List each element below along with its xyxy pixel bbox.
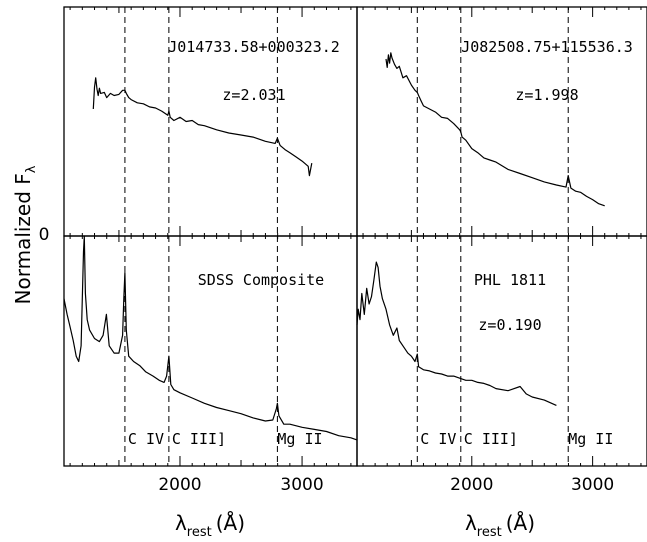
y-axis-label-sub: λ — [24, 165, 39, 173]
panel-4: 2000 3000 C IV C III] Mg II PHL 1811 z=0.190 — [356, 235, 647, 495]
x-axis-label-right-sub: rest — [477, 525, 502, 540]
emission-line-label: C III] — [464, 430, 518, 448]
emission-line-label: C IV — [420, 430, 456, 448]
y-axis-label-main: Normalized F — [11, 173, 35, 304]
y-axis-label: Normalized Fλ — [11, 165, 39, 304]
x-axis-label-right: λrest (Å) — [465, 511, 535, 540]
object-name: J082508.75+115536.3 — [461, 38, 633, 56]
x-tick-label: 2000 — [158, 475, 201, 495]
object-name: SDSS Composite — [198, 271, 324, 289]
panel-frame — [356, 235, 647, 467]
spectrum-panels: J014733.58+000323.2 z=2.031 J082508.75+115… — [63, 6, 647, 495]
x-tick-label: 3000 — [571, 475, 614, 495]
object-name: J014733.58+000323.2 — [168, 38, 340, 56]
spectrum-line — [63, 235, 358, 441]
x-axis-label-right-main: λ — [465, 511, 477, 535]
spectrum-line — [92, 77, 313, 177]
emission-line-label: Mg II — [277, 430, 322, 448]
x-tick-label: 2000 — [450, 475, 493, 495]
spectrum-line — [356, 261, 557, 406]
object-name: PHL 1811 — [474, 271, 546, 289]
panel-1: J014733.58+000323.2 z=2.031 — [63, 6, 358, 237]
redshift-label: z=0.190 — [478, 316, 541, 334]
panel-2: J082508.75+115536.3 z=1.998 — [356, 6, 647, 237]
emission-line-label: C IV — [128, 430, 164, 448]
zero-flux-label: 0 — [39, 225, 50, 245]
x-tick-label: 3000 — [280, 475, 323, 495]
redshift-label: z=1.998 — [515, 86, 578, 104]
spectrum-line — [385, 52, 605, 207]
redshift-label: z=2.031 — [222, 86, 285, 104]
x-axis-label-left-sub: rest — [187, 525, 212, 540]
emission-line-label: C III] — [172, 430, 226, 448]
panel-3: 2000 3000 C IV C III] Mg II SDSS Composite — [63, 235, 358, 495]
x-axis-label-right-unit: (Å) — [506, 511, 535, 535]
x-axis-label-left-unit: (Å) — [216, 511, 245, 535]
x-axis-label-left-main: λ — [175, 511, 187, 535]
x-axis-label-left: λrest (Å) — [175, 511, 245, 540]
emission-line-label: Mg II — [568, 430, 613, 448]
